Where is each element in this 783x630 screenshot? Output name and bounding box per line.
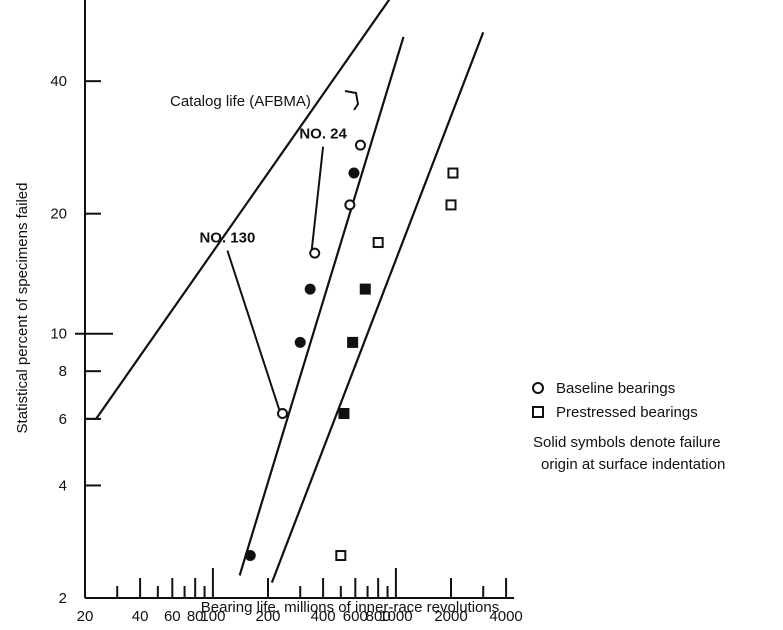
fit-lines	[85, 0, 485, 583]
legend-circle-marker	[532, 382, 544, 394]
annotation-label-1: NO. 130	[199, 230, 255, 247]
legend-label-prestressed: Prestressed bearings	[556, 404, 698, 421]
y-tick-label: 6	[59, 411, 67, 428]
fit-line-0	[95, 0, 391, 420]
catalog-life-leader	[344, 90, 360, 111]
data-point-circle	[244, 550, 256, 562]
x-tick-label: 800	[366, 608, 391, 625]
x-tick-label: 100	[200, 608, 225, 625]
data-point-circle	[348, 167, 360, 179]
y-tick-label: 40	[50, 73, 67, 90]
data-point-square	[359, 283, 371, 295]
data-point-square	[445, 199, 457, 211]
y-axis-ticks: 24681020406080	[50, 73, 113, 607]
y-axis-label: Statistical percent of specimens failed	[14, 183, 31, 434]
legend-note-line-2: origin at surface indentation	[541, 456, 725, 473]
data-point-circle	[354, 139, 366, 151]
y-tick-label: 2	[59, 590, 67, 607]
data-point-circle	[309, 247, 321, 259]
data-point-circle	[276, 407, 288, 419]
legend-note-line-1: Solid symbols denote failure	[533, 434, 721, 451]
x-tick-label: 200	[255, 608, 280, 625]
x-tick-label: 80	[187, 608, 204, 625]
annotation-label-0: NO. 24	[299, 126, 347, 143]
legend: Baseline bearings Prestressed bearings S…	[532, 380, 725, 473]
fit-line-1	[238, 36, 405, 576]
data-point-circle	[344, 199, 356, 211]
x-tick-label: 20	[77, 608, 94, 625]
x-tick-label: 1000	[379, 608, 412, 625]
catalog-life-label: Catalog life (AFBMA)	[170, 93, 311, 110]
x-tick-label: 400	[311, 608, 336, 625]
x-tick-label: 60	[164, 608, 181, 625]
data-point-square	[338, 407, 350, 419]
y-tick-label: 10	[50, 326, 67, 343]
y-tick-label: 4	[59, 477, 67, 494]
data-point-square	[335, 550, 347, 562]
x-tick-label: 600	[343, 608, 368, 625]
data-point-square	[347, 336, 359, 348]
y-tick-label: 20	[50, 206, 67, 223]
x-tick-label: 4000	[489, 608, 522, 625]
x-tick-label: 40	[132, 608, 149, 625]
annotations: NO. 24 NO. 130	[199, 126, 348, 411]
y-tick-label: 8	[59, 363, 67, 380]
data-points	[244, 139, 459, 562]
data-point-square	[372, 237, 384, 249]
annotation-leader-0	[310, 146, 325, 251]
legend-label-baseline: Baseline bearings	[556, 380, 675, 397]
fit-line-2	[270, 31, 485, 583]
data-point-square	[447, 167, 459, 179]
data-point-circle	[294, 336, 306, 348]
data-point-circle	[304, 283, 316, 295]
annotation-leader-1	[226, 250, 281, 411]
legend-square-marker	[532, 406, 544, 418]
x-tick-label: 2000	[434, 608, 467, 625]
x-axis-label: Bearing life, millions of inner-race rev…	[201, 599, 499, 616]
